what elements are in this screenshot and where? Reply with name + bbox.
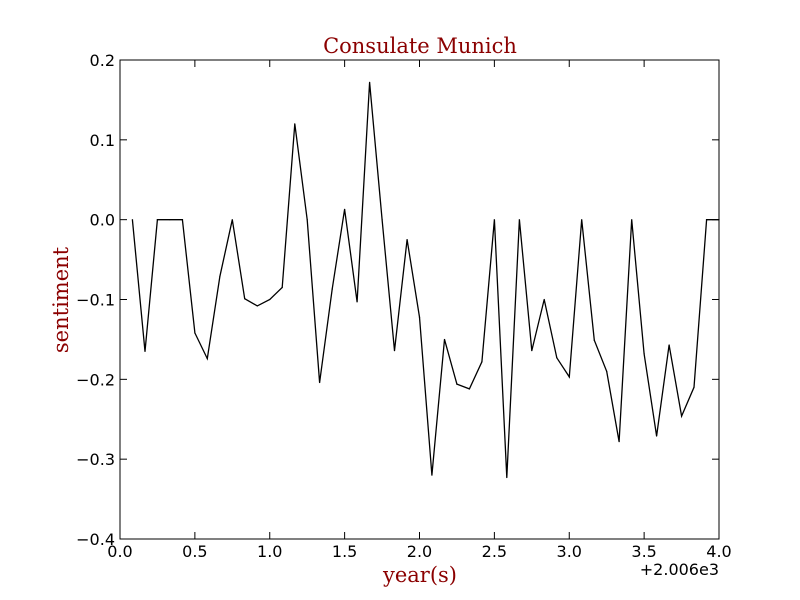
data-point — [393, 349, 396, 352]
data-point — [306, 219, 308, 221]
data-point — [344, 208, 346, 210]
series-layer — [131, 81, 720, 479]
x-tick-label: 3.5 — [631, 542, 656, 561]
data-point — [443, 338, 446, 341]
data-point — [331, 288, 333, 290]
data-point — [406, 239, 408, 241]
data-point — [231, 219, 233, 221]
data-point — [194, 332, 196, 334]
data-point — [606, 370, 608, 372]
data-point — [618, 441, 620, 443]
data-point — [456, 383, 458, 385]
series-line — [131, 82, 719, 478]
data-point — [643, 353, 645, 355]
x-tick-label: 1.5 — [332, 542, 357, 561]
data-point — [568, 376, 570, 378]
data-point — [680, 415, 683, 417]
data-point — [543, 298, 545, 301]
data-point — [144, 350, 146, 352]
x-tick-label: 2.5 — [482, 542, 507, 561]
data-point — [319, 381, 321, 384]
data-point — [693, 386, 695, 388]
data-point — [705, 219, 708, 221]
x-axis-label: year(s) — [382, 563, 457, 587]
y-axis-label: sentiment — [49, 246, 73, 353]
plot-area-frame — [119, 59, 720, 540]
data-point — [219, 275, 221, 277]
data-point — [294, 123, 296, 125]
x-tick-label: 2.0 — [407, 542, 432, 561]
data-point — [206, 357, 208, 360]
data-point — [668, 344, 670, 346]
data-point — [281, 286, 283, 289]
data-point — [381, 219, 383, 221]
x-offset-label: +2.006e3 — [640, 560, 719, 579]
data-point — [269, 298, 271, 301]
data-point — [244, 298, 246, 300]
y-tick-label: 0.1 — [90, 131, 115, 150]
data-point — [531, 349, 533, 352]
data-point — [556, 357, 558, 359]
data-point — [369, 81, 371, 83]
y-tick-label: 0.0 — [90, 211, 115, 230]
data-point — [631, 219, 633, 221]
data-point — [131, 219, 134, 221]
data-point — [156, 219, 159, 221]
data-point — [506, 476, 508, 479]
x-tick-label: 0.5 — [182, 542, 207, 561]
data-point — [169, 219, 171, 221]
y-tick-label: −0.3 — [76, 450, 115, 469]
x-tick-label: 3.0 — [557, 542, 582, 561]
x-tick-label: 4.0 — [706, 542, 731, 561]
data-point — [655, 435, 658, 437]
data-point — [256, 305, 258, 307]
data-point — [593, 339, 595, 341]
data-point — [431, 474, 433, 476]
chart-title: Consulate Munich — [323, 34, 517, 58]
data-point — [418, 316, 421, 318]
y-tick-label: −0.2 — [76, 370, 115, 389]
ticks-layer: 0.0 0.5 1.0 1.5 2.0 2.5 3.0 3.5 4.0 0.2 0.1 0.0 −0.1… — [76, 51, 732, 561]
x-tick-label: 0.0 — [107, 542, 132, 561]
x-tick-label: 1.0 — [257, 542, 282, 561]
data-point — [581, 219, 583, 221]
y-tick-label: −0.1 — [76, 291, 115, 310]
data-point — [356, 301, 358, 303]
data-point — [493, 219, 495, 221]
y-tick-label: 0.2 — [90, 51, 115, 70]
data-point — [518, 219, 520, 221]
data-point — [181, 219, 184, 221]
y-tick-label: −0.4 — [76, 530, 115, 549]
data-point — [481, 361, 483, 363]
data-point — [468, 388, 470, 390]
